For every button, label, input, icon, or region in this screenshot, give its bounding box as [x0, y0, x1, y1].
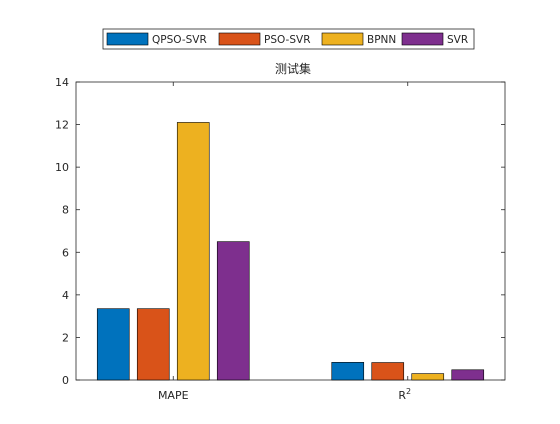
legend-label: PSO-SVR [264, 34, 311, 46]
bar-qpso-svr-0 [96, 308, 130, 381]
y-tick-label: 6 [62, 246, 69, 259]
bar-svr-0 [216, 241, 250, 381]
bar-pso-svr-1 [371, 362, 405, 381]
bar-bpnn-1 [411, 373, 445, 381]
bar-svr-1 [451, 369, 485, 381]
y-tick-label: 2 [62, 331, 69, 344]
y-tick-label: 14 [55, 76, 69, 89]
legend-swatch-svr [401, 32, 444, 46]
legend: QPSO-SVR PSO-SVR BPNN SVR [102, 28, 475, 50]
y-tick-label: 10 [55, 161, 69, 174]
legend-box [102, 28, 475, 50]
bars [96, 122, 485, 381]
category-superscript: 2 [406, 387, 411, 396]
bar-pso-svr-0 [136, 308, 170, 381]
bar-qpso-svr-1 [331, 362, 365, 381]
y-tick-label: 8 [62, 204, 69, 217]
y-tick-label: 4 [62, 289, 69, 302]
legend-label: QPSO-SVR [152, 34, 207, 46]
bar-bpnn-0 [176, 122, 210, 381]
category-label: R2 [398, 387, 411, 402]
legend-swatch-bpnn [321, 32, 364, 46]
legend-label: BPNN [367, 34, 396, 46]
chart-title: 测试集 [275, 61, 311, 76]
legend-label: SVR [447, 34, 468, 46]
y-tick-label: 0 [62, 374, 69, 387]
legend-swatch-qpso-svr [106, 32, 149, 46]
y-axis-ticks: 0 2 4 6 8 10 12 14 [55, 76, 505, 387]
legend-swatch-pso-svr [218, 32, 261, 46]
y-tick-label: 12 [55, 119, 69, 132]
category-label: MAPE [158, 389, 189, 402]
